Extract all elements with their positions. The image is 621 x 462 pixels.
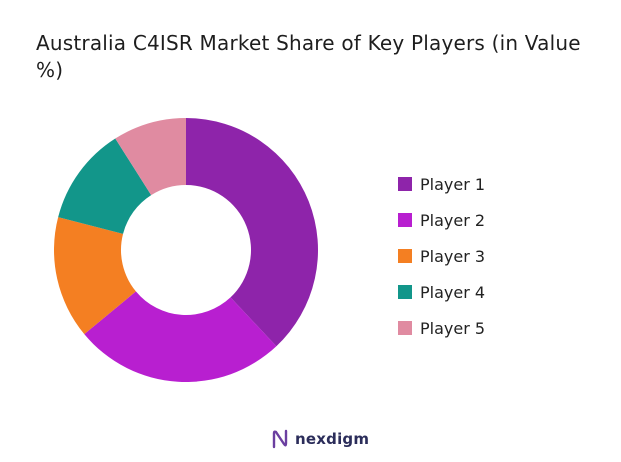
legend-swatch bbox=[398, 285, 412, 299]
brand-name: nexdigm bbox=[295, 430, 370, 448]
legend-item-player-1[interactable]: Player 1 bbox=[398, 166, 485, 202]
legend-item-player-5[interactable]: Player 5 bbox=[398, 310, 485, 346]
legend-swatch bbox=[398, 177, 412, 191]
chart-title: Australia C4ISR Market Share of Key Play… bbox=[36, 31, 581, 82]
donut-slice-player-1[interactable] bbox=[186, 118, 319, 347]
legend-swatch bbox=[398, 213, 412, 227]
legend-item-player-4[interactable]: Player 4 bbox=[398, 274, 485, 310]
donut-slice-player-2[interactable] bbox=[84, 291, 277, 382]
legend-label: Player 5 bbox=[420, 318, 486, 338]
nexdigm-logo-icon bbox=[272, 429, 288, 449]
legend-label: Player 3 bbox=[420, 246, 486, 266]
legend-swatch bbox=[398, 321, 412, 335]
brand-logo: nexdigm bbox=[271, 428, 369, 450]
legend-label: Player 1 bbox=[420, 174, 486, 194]
legend-item-player-2[interactable]: Player 2 bbox=[398, 202, 485, 238]
legend-label: Player 4 bbox=[420, 282, 486, 302]
donut-slice-player-5[interactable] bbox=[115, 118, 186, 196]
donut-slice-player-4[interactable] bbox=[58, 138, 152, 234]
legend: Player 1 Player 2 Player 3 Player 4 Play… bbox=[398, 166, 485, 346]
legend-swatch bbox=[398, 249, 412, 263]
legend-label: Player 2 bbox=[420, 210, 486, 230]
legend-item-player-3[interactable]: Player 3 bbox=[398, 238, 485, 274]
donut-slice-player-3[interactable] bbox=[54, 217, 136, 335]
